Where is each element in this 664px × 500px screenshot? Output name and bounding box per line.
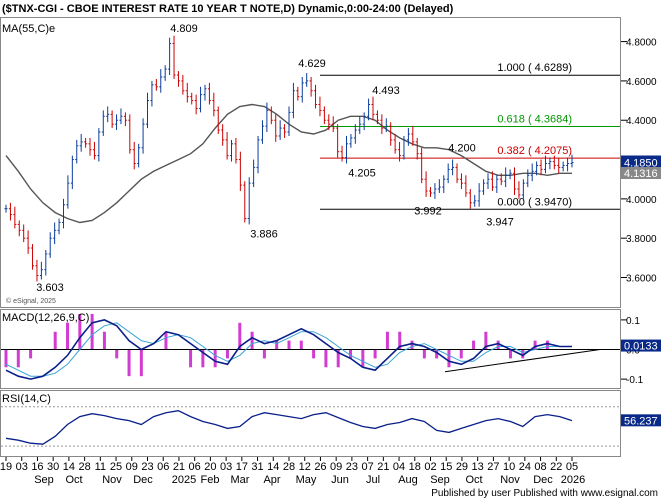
x-tick-label: 30 bbox=[47, 461, 59, 473]
last-price-box bbox=[621, 155, 661, 169]
x-tick-label: 20 bbox=[204, 461, 216, 473]
month-label: Oct bbox=[65, 474, 82, 486]
price-tick-label: 3.6000 bbox=[626, 274, 657, 285]
ma-value-box bbox=[621, 166, 661, 179]
price-tick-label: 4.4000 bbox=[626, 116, 657, 127]
watermark: © eSignal, 2025 bbox=[6, 297, 56, 305]
macd-tick-label: -0.1 bbox=[626, 375, 644, 386]
x-tick-label: 24 bbox=[519, 461, 531, 473]
price-panel bbox=[0, 17, 621, 308]
x-tick-label: 28 bbox=[78, 461, 90, 473]
ma-value: 4.1316 bbox=[624, 168, 658, 180]
macd-trendline bbox=[444, 349, 601, 373]
pivot-label: 4.200 bbox=[448, 143, 476, 155]
x-tick-label: 10 bbox=[503, 461, 515, 473]
pivot-label: 3.603 bbox=[36, 282, 64, 294]
price-tick-label: 3.8000 bbox=[626, 234, 657, 245]
month-label: Jun bbox=[331, 474, 349, 486]
pivot-label: 4.205 bbox=[348, 168, 376, 180]
rsi-legend: RSI(14,C) bbox=[2, 393, 51, 405]
ma-legend: MA(55,C)e bbox=[2, 23, 55, 35]
x-tick-label: 23 bbox=[141, 461, 153, 473]
macd-value-box bbox=[621, 339, 661, 352]
x-tick-label: 13 bbox=[472, 461, 484, 473]
x-tick-label: 11 bbox=[95, 461, 106, 473]
month-label: Apr bbox=[263, 474, 280, 486]
pivot-label: 4.629 bbox=[298, 58, 326, 70]
x-tick-label: 03 bbox=[16, 461, 28, 473]
x-tick-label: 19 bbox=[0, 461, 12, 473]
x-tick-label: 06 bbox=[189, 461, 201, 473]
rsi-value: 56.237 bbox=[624, 415, 658, 427]
x-tick-label: 14 bbox=[63, 461, 75, 473]
x-tick-label: 28 bbox=[283, 461, 295, 473]
month-label: Nov bbox=[102, 474, 122, 486]
x-tick-label: 15 bbox=[440, 461, 452, 473]
x-tick-label: 27 bbox=[487, 461, 499, 473]
month-label: Feb bbox=[201, 474, 220, 486]
x-tick-label: 06 bbox=[157, 461, 169, 473]
price-axis bbox=[621, 17, 664, 457]
month-label: Oct bbox=[465, 474, 482, 486]
pivot-label: 3.992 bbox=[414, 205, 442, 217]
pivot-label: 4.809 bbox=[170, 23, 198, 35]
x-tick-label: 16 bbox=[31, 461, 43, 473]
x-tick-label: 14 bbox=[267, 461, 279, 473]
month-label: Dec bbox=[133, 474, 153, 486]
pivot-label: 3.947 bbox=[486, 216, 514, 228]
x-tick-label: 09 bbox=[330, 461, 342, 473]
x-tick-label: 23 bbox=[346, 461, 358, 473]
x-tick-label: 21 bbox=[173, 461, 185, 473]
fib-label: 1.000 ( 4.6289) bbox=[497, 62, 572, 74]
month-label: Sep bbox=[430, 474, 450, 486]
last-price-value: 4.1850 bbox=[624, 158, 658, 170]
x-tick-label: 21 bbox=[377, 461, 389, 473]
macd-tick-label: 0.1 bbox=[626, 316, 640, 327]
month-label: Sep bbox=[34, 474, 54, 486]
price-tick-label: 4.6000 bbox=[626, 77, 657, 88]
x-tick-label: 29 bbox=[456, 461, 468, 473]
macd-signal-line bbox=[5, 322, 572, 377]
month-label: Nov bbox=[500, 474, 520, 486]
x-tick-label: 22 bbox=[550, 461, 562, 473]
macd-legend: MACD(12,26,9,C) bbox=[2, 312, 89, 324]
x-tick-label: 25 bbox=[110, 461, 122, 473]
chart-title: ($TNX-CGI - CBOE INTEREST RATE 10 YEAR T… bbox=[2, 3, 454, 15]
month-label: Mar bbox=[231, 474, 250, 486]
x-tick-label: 08 bbox=[534, 461, 546, 473]
x-tick-label: 04 bbox=[393, 461, 405, 473]
x-tick-label: 17 bbox=[236, 461, 248, 473]
rsi-value-box bbox=[621, 414, 661, 427]
price-tick-label: 4.8000 bbox=[626, 38, 657, 49]
pivot-label: 3.886 bbox=[250, 228, 278, 240]
month-label: 2025 bbox=[172, 474, 196, 486]
month-label: Jul bbox=[366, 474, 380, 486]
x-tick-label: 07 bbox=[361, 461, 373, 473]
fib-label: 0.382 ( 4.2075) bbox=[497, 145, 572, 157]
macd-line bbox=[5, 319, 572, 380]
x-tick-label: 26 bbox=[314, 461, 326, 473]
x-tick-label: 18 bbox=[409, 461, 421, 473]
x-tick-label: 03 bbox=[220, 461, 232, 473]
fib-label: 0.000 ( 3.9470) bbox=[497, 196, 572, 208]
macd-value: 0.0133 bbox=[624, 341, 658, 353]
month-label: May bbox=[296, 474, 317, 486]
month-label: Aug bbox=[398, 474, 418, 486]
x-tick-label: 02 bbox=[424, 461, 436, 473]
fib-label: 0.618 ( 4.3684) bbox=[497, 113, 572, 125]
month-label: 2026 bbox=[561, 474, 585, 486]
month-label: Dec bbox=[533, 474, 553, 486]
rsi-panel bbox=[0, 390, 621, 457]
x-tick-label: 09 bbox=[126, 461, 138, 473]
x-tick-label: 31 bbox=[251, 461, 263, 473]
price-tick-label: 4.0000 bbox=[626, 195, 657, 206]
x-tick-label: 05 bbox=[566, 461, 578, 473]
pivot-label: 4.493 bbox=[372, 85, 400, 97]
x-tick-label: 12 bbox=[299, 461, 311, 473]
rsi-line bbox=[5, 410, 573, 445]
footer-text: Published by user Published with www.esi… bbox=[431, 488, 658, 499]
